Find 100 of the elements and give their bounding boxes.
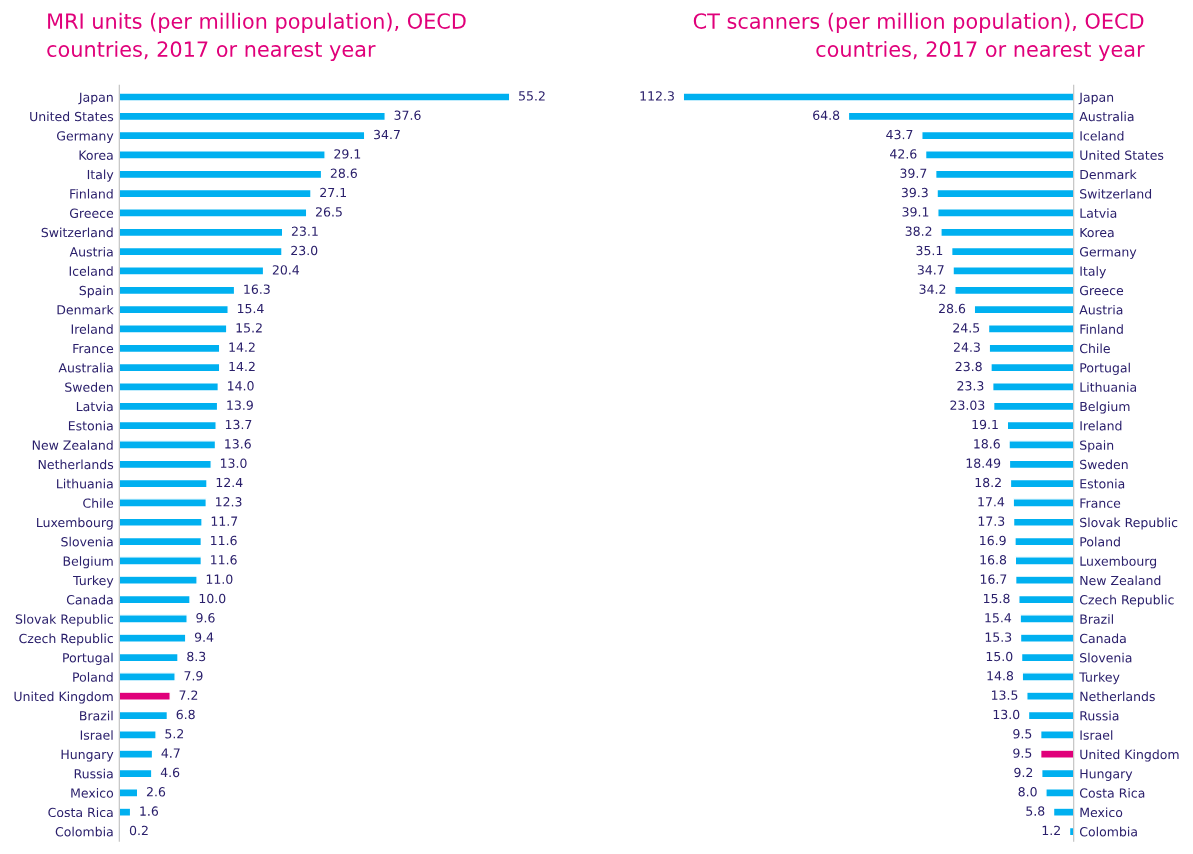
bar	[1009, 478, 1074, 489]
bar	[934, 169, 1074, 180]
data-label: 26.5	[315, 207, 342, 217]
data-label: 38.2	[905, 226, 932, 236]
bar	[119, 266, 265, 276]
data-label: 0.2	[129, 825, 148, 836]
y-tick-label: United States	[30, 111, 114, 122]
y-tick-label: Italy	[87, 169, 114, 182]
data-label: 14.2	[229, 342, 255, 352]
bar	[950, 246, 1074, 257]
data-label: 11.0	[206, 574, 233, 584]
bar	[1019, 614, 1074, 624]
y-tick-label: Estonia	[1080, 478, 1125, 489]
y-tick-label: Czech Republic	[1079, 594, 1174, 607]
data-label: 15.3	[985, 632, 1012, 642]
y-tick-label: Greece	[1079, 285, 1124, 296]
bar	[119, 188, 312, 199]
bar	[1052, 807, 1074, 817]
data-label: 6.8	[176, 709, 195, 720]
data-label: 37.6	[394, 110, 421, 120]
y-tick-label: Mexico	[71, 788, 114, 798]
y-tick-label: Austria	[1079, 304, 1123, 315]
bar	[954, 285, 1074, 296]
bar	[991, 382, 1074, 392]
y-tick-label: United Kingdom	[1080, 749, 1179, 762]
bar	[119, 536, 203, 547]
bar	[1019, 633, 1074, 643]
y-tick-label: New Zealand	[32, 440, 113, 450]
bar	[119, 517, 203, 528]
data-label: 16.3	[244, 284, 270, 294]
data-label: 16.9	[980, 535, 1006, 546]
bar	[119, 614, 188, 624]
bar	[990, 362, 1074, 373]
y-tick-label: Denmark	[1080, 169, 1137, 180]
data-label: 16.8	[980, 555, 1007, 565]
y-tick-label: Luxembourg	[37, 517, 113, 530]
data-label: 11.7	[211, 516, 238, 526]
y-tick-label: Costa Rica	[1079, 788, 1145, 798]
y-tick-label: Luxembourg	[1080, 556, 1157, 569]
data-label: 1.2	[1042, 825, 1060, 835]
data-label: 43.7	[886, 129, 913, 140]
data-label: 19.1	[972, 419, 998, 430]
bar	[119, 710, 169, 721]
y-tick-label: Costa Rica	[48, 807, 113, 818]
data-label: 9.6	[196, 613, 215, 623]
data-label: 15.4	[985, 613, 1012, 623]
y-tick-label: Lithuania	[57, 478, 113, 489]
y-tick-label: Lithuania	[1080, 382, 1137, 392]
data-label: 55.2	[519, 91, 545, 101]
y-tick-label: Latvia	[1080, 208, 1117, 218]
y-tick-label: Iceland	[69, 266, 113, 276]
data-label: 11.6	[211, 555, 237, 565]
bar	[1008, 459, 1074, 470]
bar	[119, 92, 511, 102]
data-label: 18.6	[974, 439, 1000, 449]
y-tick-label: Switzerland	[1080, 188, 1152, 199]
y-tick-label: Belgium	[1080, 401, 1130, 414]
y-tick-label: Iceland	[1080, 130, 1124, 141]
y-tick-label: Italy	[1080, 266, 1106, 279]
data-label: 17.4	[978, 497, 1005, 507]
bar	[1039, 730, 1074, 740]
bar	[119, 768, 153, 779]
bar	[119, 362, 221, 373]
chart-title: CT scanners (per million population), OECD countries, 2017 or nearest year	[693, 12, 1145, 62]
data-label: 34.2	[919, 284, 946, 294]
y-tick-label: United Kingdom	[14, 691, 113, 704]
y-tick-label: Switzerland	[41, 227, 113, 238]
y-tick-label: Germany	[56, 131, 114, 144]
bar	[1012, 498, 1074, 508]
bar	[119, 285, 236, 296]
bar	[952, 266, 1074, 276]
y-tick-label: Germany	[1079, 247, 1137, 259]
y-tick-label: Latvia	[76, 401, 113, 412]
bar	[987, 324, 1074, 334]
y-tick-label: Ireland	[1080, 420, 1122, 431]
data-label: 13.0	[993, 709, 1020, 720]
bar	[119, 343, 221, 354]
y-tick-label: Sweden	[1080, 459, 1128, 470]
bar	[119, 208, 308, 218]
y-tick-label: Brazil	[1080, 614, 1113, 624]
bar	[937, 208, 1074, 218]
y-tick-label: Australia	[58, 362, 113, 373]
data-label: 2.6	[146, 787, 166, 797]
y-tick-label: Greece	[69, 208, 114, 218]
data-label: 9.2	[1014, 767, 1033, 778]
y-tick-label: Poland	[1080, 536, 1120, 547]
data-label: 8.0	[1018, 787, 1037, 797]
y-tick-label: Mexico	[1080, 807, 1123, 818]
chart-title: MRI units (per million population), OECD countries, 2017 or nearest year	[47, 12, 466, 62]
data-label: 18.2	[975, 477, 1001, 488]
bar	[119, 227, 284, 238]
bar	[1012, 517, 1074, 528]
bar	[119, 401, 219, 412]
y-tick-label: Sweden	[65, 382, 113, 392]
data-label: 29.1	[334, 149, 361, 159]
bar	[682, 92, 1074, 102]
bar	[1008, 440, 1074, 450]
y-tick-label: Spain	[79, 285, 113, 298]
data-label: 7.2	[179, 690, 198, 700]
y-tick-label: Colombia	[1079, 826, 1137, 837]
